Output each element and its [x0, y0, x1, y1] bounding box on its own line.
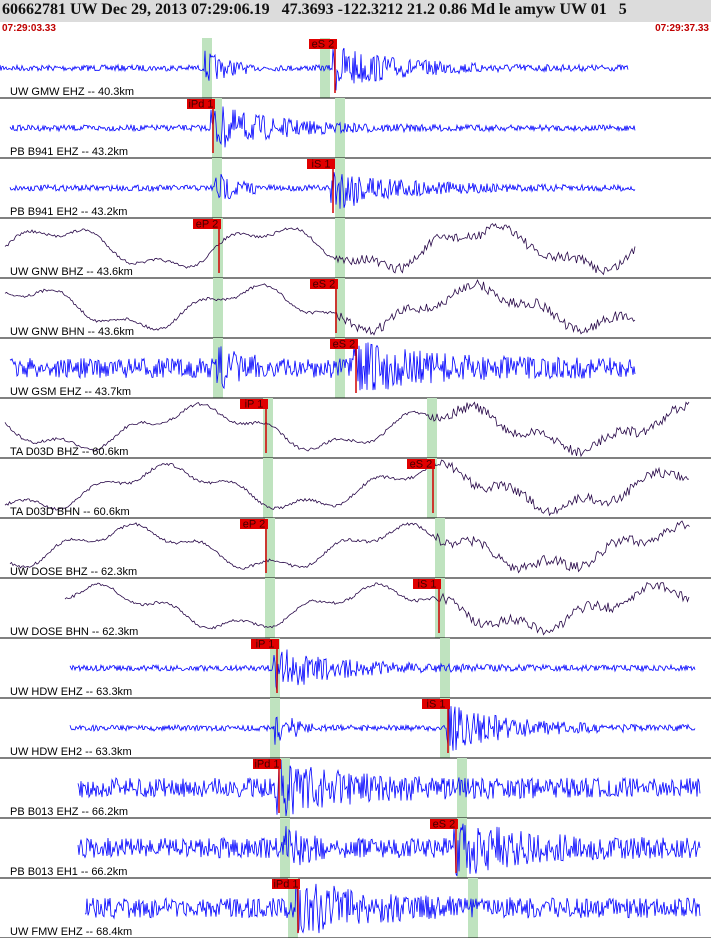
arrival-band — [213, 218, 223, 278]
pick-label: eS 2 — [333, 339, 356, 351]
pick-box — [193, 219, 221, 229]
station-label: UW DOSE BHN -- 62.3km — [10, 626, 138, 638]
arrival-band — [457, 758, 467, 818]
arrival-band — [457, 818, 467, 878]
pick-box — [407, 459, 435, 469]
pick-box — [310, 279, 338, 289]
arrival-band — [265, 518, 275, 578]
station-label: UW DOSE BHZ -- 62.3km — [10, 566, 137, 578]
pick-label: iS 1 — [312, 159, 331, 171]
arrival-band — [213, 278, 223, 338]
waveform — [9, 340, 636, 391]
header: 60662781 UW Dec 29, 2013 07:29:06.19 47.… — [0, 0, 711, 22]
pick-label: iPd 1 — [254, 759, 279, 771]
pick-label: iPd 1 — [188, 99, 213, 111]
arrival-band — [265, 578, 275, 638]
pick-label: eS 2 — [312, 39, 335, 51]
end-time: 07:29:37.33 — [655, 23, 709, 34]
station-label: TA D03D BHZ -- 60.6km — [10, 446, 128, 458]
station-label: UW GNW BHZ -- 43.6km — [10, 266, 133, 278]
pick-label: eS 2 — [313, 279, 336, 291]
traces: eS 2 UW GMW EHZ -- 40.3km iPd 1 PB B941 EHZ… — [0, 38, 711, 938]
arrival-band — [202, 38, 212, 98]
pick-box — [187, 99, 215, 109]
pick-label: eP 2 — [196, 219, 218, 231]
pick-box — [422, 699, 450, 709]
waveform — [9, 172, 636, 209]
waveform — [9, 106, 636, 148]
pick-label: iP 1 — [245, 399, 264, 411]
pick-box — [309, 39, 337, 49]
pick-box — [251, 639, 279, 649]
title: 60662781 UW Dec 29, 2013 07:29:06.19 47.… — [2, 1, 627, 18]
arrival-band — [212, 98, 222, 158]
waveform — [69, 703, 696, 751]
station-label: UW GMW EHZ -- 40.3km — [10, 86, 134, 98]
waveform — [77, 823, 701, 877]
waveform — [0, 47, 629, 91]
arrival-band — [335, 98, 345, 158]
station-label: UW HDW EH2 -- 63.3km — [10, 746, 132, 758]
pick-label: iS 1 — [427, 699, 446, 711]
pick-label: iPd 1 — [273, 879, 298, 891]
pick-box — [240, 519, 268, 529]
waveform — [77, 759, 701, 817]
waveform — [9, 520, 690, 574]
arrival-band — [280, 818, 290, 878]
pick-label: iP 1 — [256, 639, 275, 651]
station-label: TA D03D BHN -- 60.6km — [10, 506, 130, 518]
waveform — [4, 278, 636, 336]
waveform — [64, 581, 690, 636]
station-label: UW FMW EHZ -- 68.4km — [10, 926, 132, 938]
station-label: UW GSM EHZ -- 43.7km — [10, 386, 131, 398]
arrival-band — [263, 458, 273, 518]
station-label: UW HDW EHZ -- 63.3km — [10, 686, 132, 698]
arrival-band — [288, 878, 298, 938]
pick-label: eS 2 — [410, 459, 433, 471]
station-label: PB B941 EHZ -- 43.2km — [10, 146, 128, 158]
pick-label: iS 1 — [418, 579, 437, 591]
station-label: UW GNW BHN -- 43.6km — [10, 326, 134, 338]
arrival-band — [435, 578, 445, 638]
pick-box — [307, 159, 335, 169]
station-label: PB B941 EH2 -- 43.2km — [10, 206, 127, 218]
station-label: PB B013 EHZ -- 66.2km — [10, 806, 128, 818]
pick-label: eP 2 — [243, 519, 265, 531]
pick-box — [272, 879, 300, 889]
pick-box — [253, 759, 281, 769]
arrival-band — [335, 218, 345, 278]
pick-label: eS 2 — [433, 819, 456, 831]
arrival-band — [427, 458, 437, 518]
pick-box — [430, 819, 458, 829]
waveform — [69, 649, 696, 691]
arrival-band — [270, 698, 280, 758]
pick-box — [330, 339, 358, 349]
waveform — [4, 459, 690, 517]
arrival-band — [468, 878, 478, 938]
arrival-band — [335, 158, 345, 218]
arrival-band — [435, 518, 445, 578]
waveform — [4, 401, 690, 458]
arrival-band — [427, 398, 437, 458]
start-time: 07:29:03.33 — [2, 23, 56, 34]
arrival-band — [280, 758, 290, 818]
arrival-band — [335, 278, 345, 338]
station-label: PB B013 EH1 -- 66.2km — [10, 866, 127, 878]
waveform — [84, 880, 701, 934]
arrival-band — [335, 338, 345, 398]
arrival-band — [263, 398, 273, 458]
pick-box — [413, 579, 441, 589]
pick-box — [240, 399, 268, 409]
waveform — [4, 223, 636, 276]
